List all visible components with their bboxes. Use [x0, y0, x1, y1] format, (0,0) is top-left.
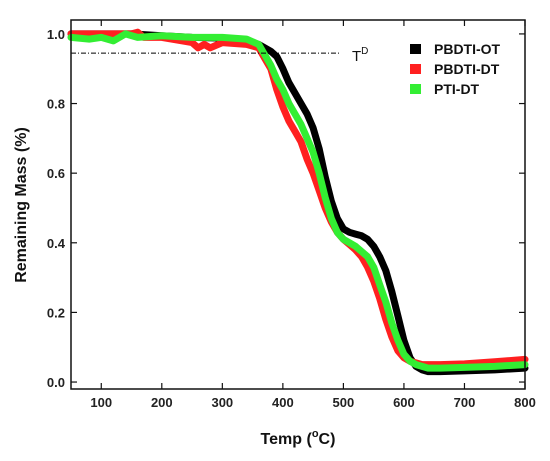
x-tick-label: 500 — [333, 395, 355, 410]
x-tick-label: 200 — [151, 395, 173, 410]
y-tick-label: 0.8 — [47, 97, 65, 112]
legend: PBDTI-OT PBDTI-DT PTI-DT — [410, 41, 501, 97]
y-tick-labels: 0.0 0.2 0.4 0.6 0.8 1.0 — [47, 27, 66, 390]
td-annotation: TD — [71, 46, 368, 65]
legend-swatch — [410, 44, 421, 54]
y-tick-label: 0.2 — [47, 305, 65, 320]
plot-frame — [70, 19, 526, 390]
y-tick-label: 0.6 — [47, 166, 65, 181]
y-axis-title: Remaining Mass (%) — [13, 127, 30, 283]
legend-label: PBDTI-OT — [434, 41, 501, 57]
legend-swatch — [410, 84, 421, 94]
x-tick-label: 600 — [393, 395, 415, 410]
series-line-pti-dt — [67, 30, 529, 372]
x-tick-label: 100 — [90, 395, 112, 410]
x-tick-label: 700 — [454, 395, 476, 410]
legend-label: PBDTI-DT — [434, 61, 500, 77]
x-axis-title: Temp (oC) — [261, 428, 336, 448]
x-tick-labels: 100 200 300 400 500 600 700 800 — [90, 395, 535, 410]
x-tick-label: 300 — [211, 395, 233, 410]
td-label: TD — [352, 46, 368, 65]
x-tick-label: 800 — [514, 395, 536, 410]
legend-label: PTI-DT — [434, 81, 480, 97]
y-tick-label: 0.4 — [47, 236, 66, 251]
legend-swatch — [410, 64, 421, 74]
x-tick-label: 400 — [272, 395, 294, 410]
series-lines — [67, 28, 529, 376]
y-tick-label: 1.0 — [47, 27, 65, 42]
y-tick-label: 0.0 — [47, 375, 65, 390]
tick-marks — [71, 20, 526, 389]
